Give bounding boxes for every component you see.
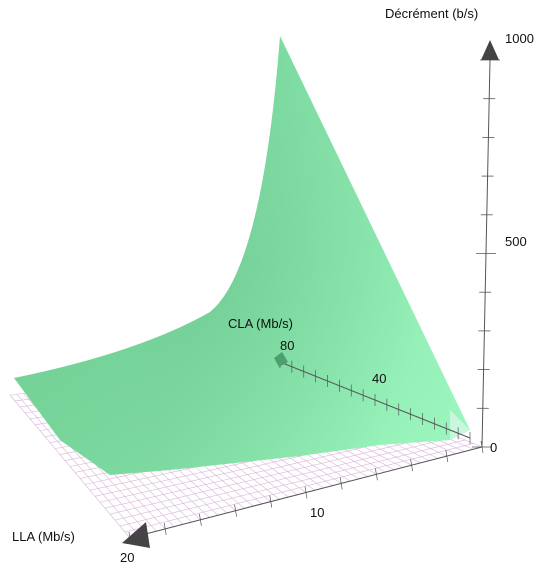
y-tick-label-40: 40 [372, 371, 386, 386]
floor-grid-line [119, 439, 466, 527]
x-axis-tick [163, 522, 167, 535]
x-axis-tick [480, 440, 484, 454]
z-tick-label-0: 0 [490, 440, 497, 455]
y-axis-label: CLA (Mb/s) [228, 316, 293, 331]
x-axis-label: LLA (Mb/s) [12, 529, 75, 544]
z-axis-arrow [481, 40, 499, 60]
z-axis-ticks [472, 59, 500, 448]
x-axis-tick [375, 468, 378, 481]
y-axis-marker [274, 352, 288, 367]
z-tick-label-500: 500 [505, 234, 527, 249]
x-axis-arrow [122, 522, 150, 548]
floor-grid-line [124, 443, 474, 533]
x-axis-tick [445, 450, 449, 463]
z-tick-label-1000: 1000 [505, 31, 534, 46]
x-tick-label-10: 10 [310, 505, 324, 520]
y-tick-label-80: 80 [280, 338, 294, 353]
x-axis-tick [339, 477, 343, 490]
x-tick-label-20: 20 [120, 550, 134, 565]
surface-mesh [14, 36, 470, 475]
floor-grid-line [109, 432, 449, 515]
x-axis-tick [269, 495, 273, 508]
floor-grid-line [114, 436, 457, 521]
x-axis-tick [304, 486, 308, 499]
axes [128, 59, 500, 545]
z-axis-label: Décrément (b/s) [385, 6, 478, 21]
x-axis-tick [199, 513, 202, 526]
surface-shading [14, 36, 470, 475]
x-axis-tick [234, 504, 237, 517]
x-axis-tick [410, 459, 413, 472]
